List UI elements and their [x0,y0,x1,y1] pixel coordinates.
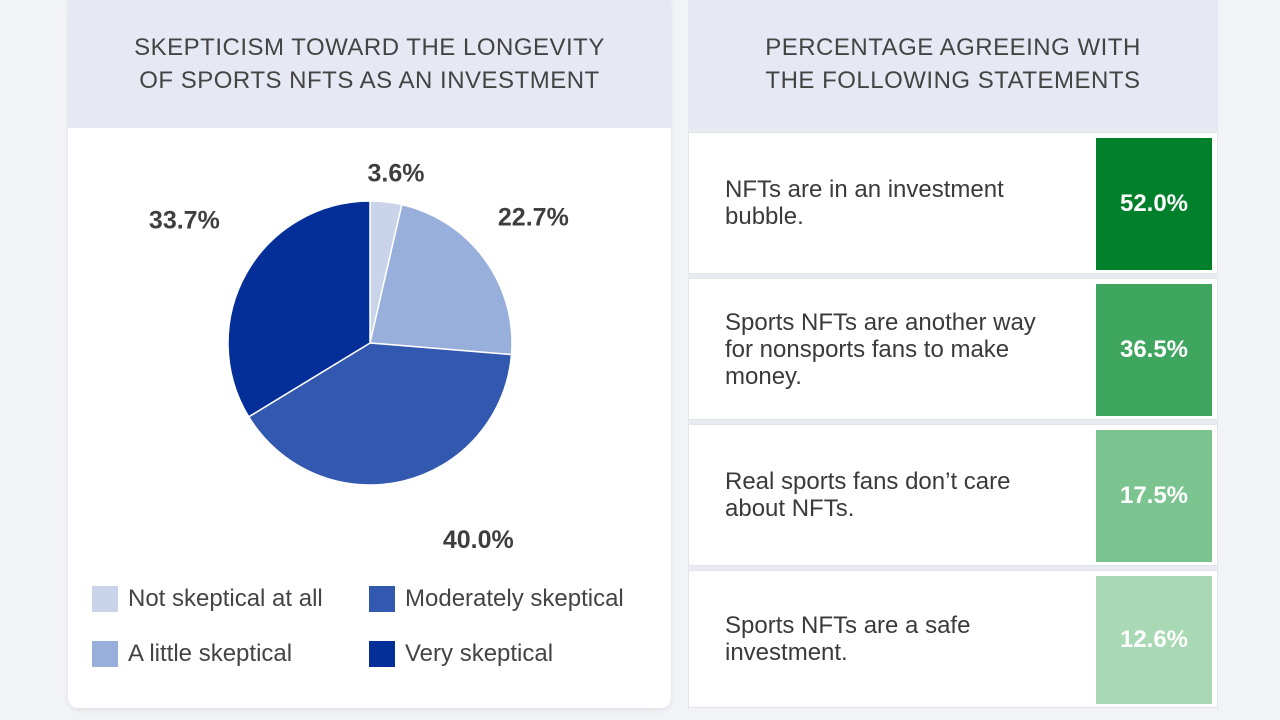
statement-percentage: 52.0% [1096,138,1212,270]
statements-title-line-2: THE FOLLOWING STATEMENTS [765,67,1141,94]
pie-slice-moderately-skeptical [247,342,513,486]
pie-data-label-a-little-skeptical: 22.7% [498,203,569,231]
statement-text: Sports NFTs are a safe investment. [725,612,971,666]
pie-chart-panel: SKEPTICISM TOWARD THE LONGEVITY OF SPORT… [68,0,671,708]
legend-item-very-skeptical: Very skeptical [369,640,553,668]
legend-label: A little skeptical [128,640,293,667]
pie-data-label-not-skeptical-at-all: 3.6% [368,160,425,188]
legend-label: Moderately skeptical [405,585,624,612]
pie-data-label-very-skeptical: 33.7% [149,207,220,235]
statement-row: Real sports fans don’t care about NFTs. 1… [688,424,1218,566]
pie-title-line-2: OF SPORTS NFTS AS AN INVESTMENT [139,67,600,94]
pie-slice-a-little-skeptical [369,203,513,356]
legend-item-not-skeptical-at-all: Not skeptical at all [92,585,323,613]
statements-title: PERCENTAGE AGREEING WITH THE FOLLOWING S… [688,0,1218,128]
statement-row: Sports NFTs are another way for nonsport… [688,278,1218,420]
statement-text: Real sports fans don’t care about NFTs. [725,468,1011,522]
legend-label: Not skeptical at all [128,585,323,612]
statement-row: NFTs are in an investment bubble. 52.0% [688,132,1218,274]
legend-item-a-little-skeptical: A little skeptical [92,640,292,668]
legend-swatch [92,586,118,612]
pie-legend: Not skeptical at all A little skeptical Mo… [68,575,671,685]
pie-title-line-1: SKEPTICISM TOWARD THE LONGEVITY [134,34,605,61]
statement-percentage: 17.5% [1096,430,1212,562]
legend-swatch [92,641,118,667]
statement-percentage: 36.5% [1096,284,1212,416]
pie-slice-very-skeptical [227,200,371,418]
statement-text: Sports NFTs are another way for nonsport… [725,308,1036,390]
statements-panel: PERCENTAGE AGREEING WITH THE FOLLOWING S… [688,0,1218,708]
legend-item-moderately-skeptical: Moderately skeptical [369,585,624,613]
pie-chart-title: SKEPTICISM TOWARD THE LONGEVITY OF SPORT… [68,0,671,128]
legend-label: Very skeptical [405,640,554,667]
pie-chart: 3.6% 22.7% 40.0% 33.7% [149,160,569,554]
legend-swatch [369,641,395,667]
statement-row: Sports NFTs are a safe investment. 12.6% [688,570,1218,708]
pie-data-label-moderately-skeptical: 40.0% [443,526,514,554]
statement-percentage: 12.6% [1096,576,1212,704]
statement-text: NFTs are in an investment bubble. [725,176,1004,230]
legend-swatch [369,586,395,612]
statements-title-line-1: PERCENTAGE AGREEING WITH [765,34,1141,61]
